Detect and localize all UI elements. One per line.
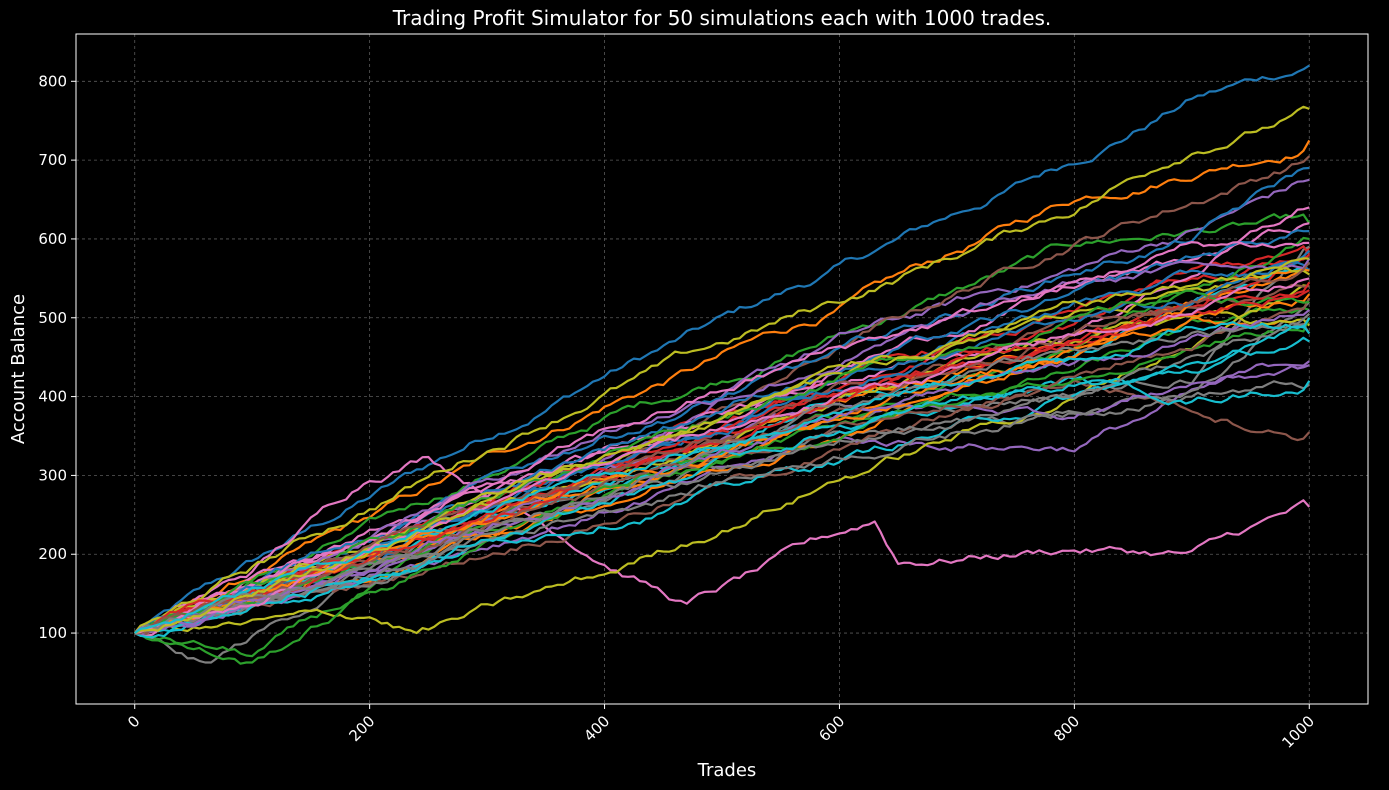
series-line (134, 229, 1310, 635)
plot-frame (75, 33, 1369, 705)
y-tick-label: 600 (38, 230, 67, 248)
series-line (134, 222, 1310, 634)
series-line (134, 317, 1311, 635)
chart-title: Trading Profit Simulator for 50 simulati… (392, 6, 1052, 30)
series-line (134, 312, 1311, 635)
y-tick-label: 300 (38, 466, 67, 484)
series-group (133, 64, 1311, 665)
series-line (134, 213, 1311, 635)
series-line (134, 324, 1311, 639)
y-axis-label: Account Balance (8, 294, 29, 444)
series-line (134, 261, 1311, 635)
series-line (134, 64, 1310, 635)
series-line (134, 249, 1311, 635)
series-line (134, 455, 1311, 635)
series-line (134, 241, 1310, 638)
y-tick-label: 700 (38, 151, 67, 169)
series-line (134, 323, 1311, 635)
y-axis-ticks: 100 200 300 400 500 600 700 800 (38, 72, 76, 642)
y-tick-label: 100 (38, 624, 67, 642)
y-tick-label: 200 (38, 545, 67, 563)
y-tick-label: 400 (38, 388, 67, 406)
series-line (134, 139, 1311, 635)
series-line (134, 258, 1311, 636)
x-axis-label: Trades (697, 760, 757, 781)
series-line (134, 293, 1311, 635)
series-line (134, 317, 1311, 634)
series-line (134, 257, 1310, 635)
y-tick-label: 800 (38, 72, 67, 90)
y-tick-label: 500 (38, 309, 67, 327)
series-line (134, 105, 1310, 635)
series-line (134, 306, 1310, 658)
